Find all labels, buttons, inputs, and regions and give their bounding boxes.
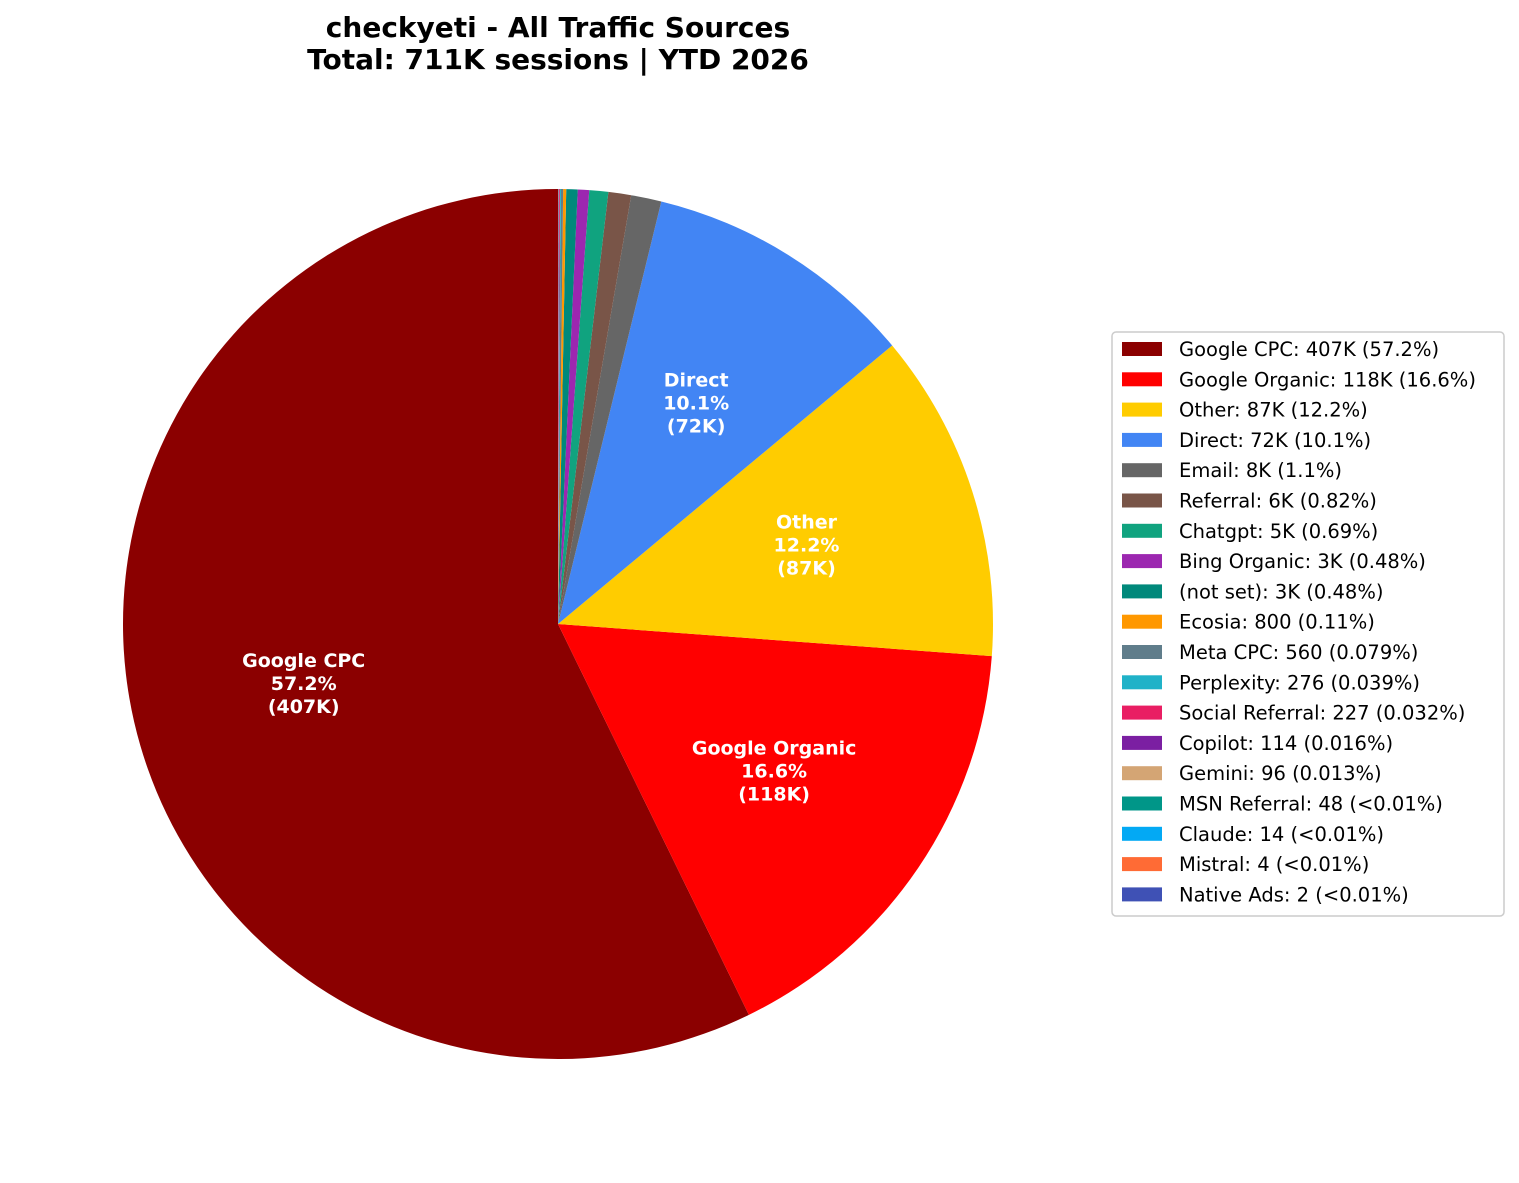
slice-label-other: Other 12.2% (87K): [774, 511, 840, 579]
pie-slice-not-set: [558, 189, 578, 624]
legend-label-bing-organic: Bing Organic: 3K (0.48%): [1179, 550, 1426, 573]
pie-labels: Google CPC 57.2% (407K) Google Organic 16.6%…: [242, 370, 856, 806]
legend: Google CPC: 407K (57.2%) Google Organic: …: [1111, 331, 1505, 917]
legend-label-claude: Claude: 14 (<0.01%): [1179, 823, 1384, 846]
legend-swatch-claude: [1122, 826, 1162, 841]
legend-label-meta-cpc: Meta CPC: 560 (0.079%): [1179, 641, 1418, 664]
legend-label-gemini: Gemini: 96 (0.013%): [1179, 762, 1382, 785]
pie-slice-referral: [558, 191, 632, 624]
legend-label-perplexity: Perplexity: 276 (0.039%): [1179, 671, 1420, 694]
legend-label-email: Email: 8K (1.1%): [1179, 459, 1342, 482]
legend-swatch-chatgpt: [1122, 523, 1162, 538]
pie-slice-email: [558, 195, 662, 624]
chart-title: checkyeti - All Traffic Sources Total: 7…: [307, 11, 809, 76]
legend-label-other: Other: 87K (12.2%): [1179, 399, 1368, 422]
legend-swatch-referral: [1122, 493, 1162, 508]
pie-slice-chatgpt: [558, 190, 609, 624]
pie-slice-ecosia: [558, 189, 567, 625]
pie-slice-perplexity: [558, 189, 562, 624]
pie-slices: [122, 189, 994, 1059]
chart-title-line-1: checkyeti - All Traffic Sources: [326, 11, 790, 44]
legend-frame: [1111, 331, 1505, 917]
legend-swatch-mistral: [1122, 857, 1162, 872]
legend-label-google-cpc: Google CPC: 407K (57.2%): [1179, 338, 1439, 361]
legend-swatch-google-cpc: [1122, 342, 1162, 356]
legend-label-copilot: Copilot: 114 (0.016%): [1179, 732, 1393, 755]
pie-slice-other: [558, 345, 994, 657]
legend-swatch-social-referral: [1122, 705, 1162, 720]
slice-label-direct: Direct 10.1% (72K): [663, 370, 729, 438]
legend-swatch-gemini: [1122, 766, 1162, 781]
legend-label-mistral: Mistral: 4 (<0.01%): [1179, 853, 1369, 876]
pie-slice-google-cpc: [122, 189, 749, 1059]
pie-slice-copilot: [558, 189, 560, 624]
legend-label-social-referral: Social Referral: 227 (0.032%): [1179, 702, 1465, 725]
chart-title-line-2: Total: 711K sessions | YTD 2026: [307, 43, 809, 76]
legend-swatch-direct: [1122, 432, 1162, 447]
legend-label-google-organic: Google Organic: 118K (16.6%): [1179, 368, 1476, 391]
legend-label-msn-referral: MSN Referral: 48 (<0.01%): [1179, 793, 1443, 816]
legend-swatch-msn-referral: [1122, 796, 1162, 811]
legend-label-not-set: (not set): 3K (0.48%): [1179, 580, 1383, 603]
legend-label-chatgpt: Chatgpt: 5K (0.69%): [1179, 520, 1378, 543]
slice-label-google-cpc: Google CPC 57.2% (407K): [242, 650, 365, 718]
legend-label-direct: Direct: 72K (10.1%): [1179, 429, 1371, 452]
legend-swatch-other: [1122, 402, 1162, 417]
legend-swatch-email: [1122, 463, 1162, 478]
legend-label-native-ads: Native Ads: 2 (<0.01%): [1179, 883, 1409, 906]
legend-swatch-perplexity: [1122, 675, 1162, 690]
legend-swatch-copilot: [1122, 735, 1162, 750]
legend-swatch-ecosia: [1122, 614, 1162, 629]
pie-slice-direct: [558, 201, 893, 624]
legend-label-referral: Referral: 6K (0.82%): [1179, 490, 1377, 513]
pie-slice-google-organic: [558, 624, 992, 1015]
legend-label-ecosia: Ecosia: 800 (0.11%): [1179, 611, 1375, 634]
legend-swatch-google-organic: [1122, 372, 1162, 387]
legend-swatch-bing-organic: [1122, 554, 1162, 569]
pie-slice-bing-organic: [558, 189, 590, 624]
legend-swatch-native-ads: [1122, 887, 1162, 902]
pie-slice-meta-cpc: [558, 189, 564, 624]
slice-label-google-organic: Google Organic 16.6% (118K): [692, 737, 857, 805]
pie-slice-gemini: [558, 189, 559, 625]
legend-swatch-not-set: [1122, 584, 1162, 599]
legend-swatch-meta-cpc: [1122, 645, 1162, 659]
pie-slice-social-referral: [558, 189, 560, 624]
